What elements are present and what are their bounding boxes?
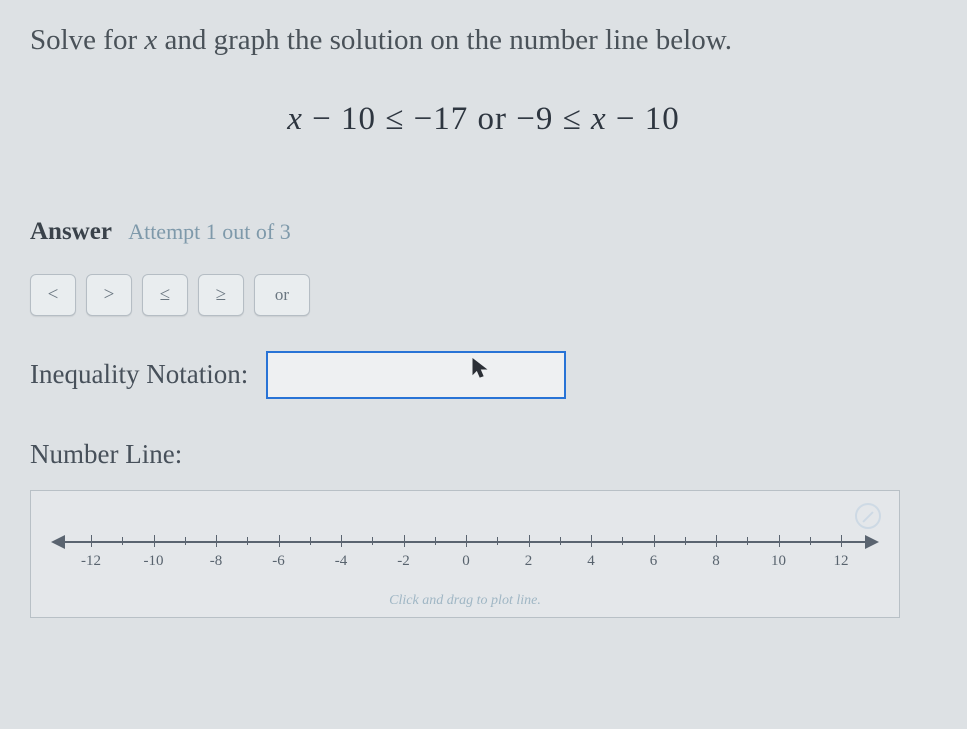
tick xyxy=(122,537,123,545)
tick-label: -8 xyxy=(210,553,223,570)
tick-label: -10 xyxy=(144,553,164,570)
prompt-pre: Solve for xyxy=(30,24,144,56)
tick-label: 10 xyxy=(771,553,786,570)
tick xyxy=(497,537,498,545)
numberline-box[interactable]: -12 -10 -8 -6 -4 -2 0 2 4 6 8 10 12 Click and drag t… xyxy=(30,490,900,618)
tick xyxy=(341,535,342,547)
notation-input[interactable] xyxy=(266,351,566,399)
tick xyxy=(716,535,717,547)
tick xyxy=(466,535,467,547)
tick-label: -2 xyxy=(397,553,410,570)
tick xyxy=(310,537,311,545)
tick xyxy=(810,537,811,545)
eq-rhs-op: ≤ xyxy=(563,101,582,137)
tick-label: -12 xyxy=(81,553,101,570)
tick-label: 12 xyxy=(834,553,849,570)
tick xyxy=(685,537,686,545)
tick xyxy=(560,537,561,545)
lt-button[interactable]: < xyxy=(30,274,76,316)
prompt-post: and graph the solution on the number lin… xyxy=(157,24,732,56)
prompt-text: Solve for x and graph the solution on th… xyxy=(30,20,937,61)
symbol-button-row: < > ≤ ≥ or xyxy=(30,274,937,316)
tick xyxy=(185,537,186,545)
eq-lhs-rhs: −17 xyxy=(404,101,468,137)
eq-lhs-var: x xyxy=(287,101,303,137)
answer-label: Answer xyxy=(30,218,112,245)
answer-header: Answer Attempt 1 out of 3 xyxy=(30,218,937,246)
tick xyxy=(247,537,248,545)
tick xyxy=(747,537,748,545)
numberline-label: Number Line: xyxy=(30,439,937,470)
attempt-text: Attempt 1 out of 3 xyxy=(128,219,291,244)
tick xyxy=(372,537,373,545)
tick-label: 2 xyxy=(525,553,533,570)
reset-icon[interactable] xyxy=(855,503,881,529)
tick-label: 4 xyxy=(587,553,595,570)
tick xyxy=(779,535,780,547)
tick xyxy=(529,535,530,547)
tick xyxy=(216,535,217,547)
eq-rhs-lhs: −9 xyxy=(516,101,562,137)
tick xyxy=(591,535,592,547)
prompt-var: x xyxy=(144,24,157,56)
numberline-hint: Click and drag to plot line. xyxy=(51,593,879,609)
tick xyxy=(435,537,436,545)
tick xyxy=(654,535,655,547)
tick-label: 8 xyxy=(712,553,720,570)
tick-label: -4 xyxy=(335,553,348,570)
eq-lhs-op: ≤ xyxy=(385,101,404,137)
eq-rhs-var: x xyxy=(582,101,607,137)
tick xyxy=(404,535,405,547)
tick-label: -6 xyxy=(272,553,285,570)
axis[interactable]: -12 -10 -8 -6 -4 -2 0 2 4 6 8 10 12 xyxy=(51,531,879,591)
tick xyxy=(91,535,92,547)
tick xyxy=(841,535,842,547)
ge-button[interactable]: ≥ xyxy=(198,274,244,316)
tick-label: 6 xyxy=(650,553,658,570)
le-button[interactable]: ≤ xyxy=(142,274,188,316)
notation-row: Inequality Notation: xyxy=(30,351,937,399)
notation-label: Inequality Notation: xyxy=(30,359,248,390)
tick-label: 0 xyxy=(462,553,470,570)
eq-lhs-minus: − 10 xyxy=(303,101,385,137)
eq-or: or xyxy=(468,101,516,137)
tick xyxy=(279,535,280,547)
tick xyxy=(622,537,623,545)
eq-rhs-tail: − 10 xyxy=(607,101,680,137)
tick xyxy=(154,535,155,547)
axis-arrow-right xyxy=(865,535,879,549)
or-button[interactable]: or xyxy=(254,274,310,316)
equation: x − 10 ≤ −17 or −9 ≤ x − 10 xyxy=(30,101,937,138)
gt-button[interactable]: > xyxy=(86,274,132,316)
